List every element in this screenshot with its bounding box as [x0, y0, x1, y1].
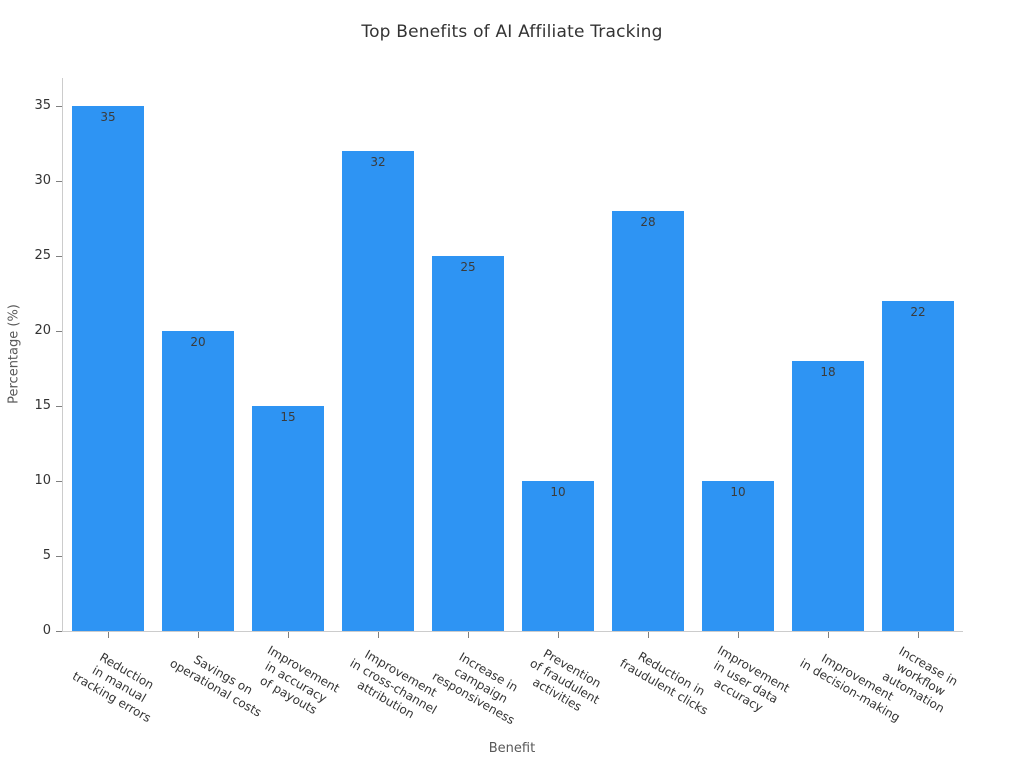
bar: 35: [72, 106, 144, 631]
x-axis-tick: [828, 632, 829, 638]
y-axis-tick-label: 0: [42, 623, 51, 638]
y-axis-tick: [56, 556, 62, 558]
y-axis-tick-label: 15: [34, 398, 51, 414]
bar: 32: [342, 151, 414, 631]
bar-value-label: 25: [460, 260, 476, 275]
bar: 25: [432, 256, 504, 631]
x-axis-title: Benefit: [488, 741, 536, 756]
bar: 22: [882, 301, 954, 631]
bar-value-label: 10: [730, 485, 746, 500]
x-axis-tick: [738, 632, 739, 638]
bar: 20: [162, 331, 234, 631]
y-axis-tick: [56, 256, 62, 258]
bar-value-label: 35: [100, 110, 116, 125]
y-axis-tick-label: 30: [34, 173, 51, 189]
y-axis-tick-label: 10: [34, 473, 51, 489]
y-axis-tick: [56, 331, 62, 333]
bar: 18: [792, 361, 864, 631]
x-axis-tick: [378, 632, 379, 638]
y-axis-tick: [56, 631, 62, 632]
y-axis-tick: [56, 481, 62, 483]
x-axis-tick-label: Prevention of fraudulent activities: [527, 646, 604, 715]
y-axis-tick: [56, 106, 62, 108]
y-axis-title: Percentage (%): [6, 304, 22, 404]
x-axis-tick: [288, 632, 289, 638]
y-axis-tick-label: 5: [42, 548, 51, 564]
x-axis-tick-label: Improvement in cross-channel attribution: [347, 647, 440, 722]
bar-value-label: 15: [280, 410, 296, 425]
y-axis-tick-label: 25: [34, 248, 51, 264]
x-axis-tick: [468, 632, 469, 638]
y-axis-tick-label: 20: [34, 323, 51, 339]
x-axis-tick-label: Improvement in user data accuracy: [711, 643, 792, 715]
x-axis-tick: [198, 632, 199, 638]
x-axis-tick: [918, 632, 919, 638]
x-axis-tick: [108, 632, 109, 638]
bar: 10: [702, 481, 774, 631]
bar: 28: [612, 211, 684, 631]
y-axis-tick: [56, 406, 62, 408]
bar-value-label: 28: [640, 215, 656, 230]
plot-area: 35 20 15 32 25 10 28 10 18 22 0 5 10 15 20 25 30 35 Reduct…: [34, 78, 963, 727]
x-axis-tick: [648, 632, 649, 638]
x-axis-tick-label: Improvement in accuracy of payouts: [257, 643, 342, 718]
bar-value-label: 32: [370, 155, 386, 170]
bar: 10: [522, 481, 594, 631]
bar-value-label: 10: [550, 485, 566, 500]
chart-title: Top Benefits of AI Affiliate Tracking: [361, 22, 663, 42]
x-axis-tick: [558, 632, 559, 638]
y-axis-tick-label: 35: [34, 98, 51, 114]
bar: 15: [252, 406, 324, 631]
x-axis-tick-label: Increase in campaign responsiveness: [430, 649, 521, 728]
y-axis-tick: [56, 181, 62, 183]
bar-value-label: 22: [910, 305, 926, 320]
bar-value-label: 20: [190, 335, 206, 350]
x-axis-tick-label: Reduction in manual tracking errors: [70, 650, 157, 726]
bar-value-label: 18: [820, 365, 836, 380]
